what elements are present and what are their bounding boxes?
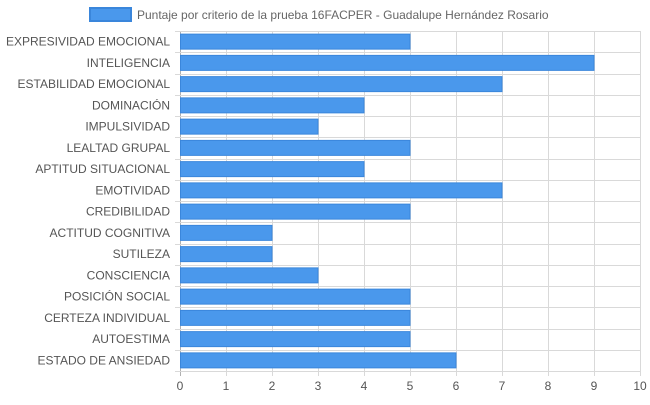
y-axis-labels: EXPRESIVIDAD EMOCIONAL INTELIGENCIA ESTABI…	[6, 35, 170, 368]
bar[interactable]	[180, 182, 503, 199]
bar[interactable]	[180, 54, 595, 71]
bar[interactable]	[180, 118, 319, 135]
category-label: ESTADO DE ANSIEDAD	[38, 353, 171, 367]
x-tick-label: 5	[407, 379, 414, 393]
bar[interactable]	[180, 309, 411, 326]
bar[interactable]	[180, 288, 411, 305]
bar[interactable]	[180, 161, 365, 178]
x-tick-label: 3	[315, 379, 322, 393]
x-tick-label: 1	[223, 379, 230, 393]
bar[interactable]	[180, 76, 503, 93]
category-label: APTITUD SITUACIONAL	[35, 162, 170, 176]
bar[interactable]	[180, 331, 411, 348]
x-tick-label: 7	[499, 379, 506, 393]
bar[interactable]	[180, 33, 411, 50]
bar[interactable]	[180, 139, 411, 156]
bar[interactable]	[180, 224, 273, 241]
category-label: AUTOESTIMA	[92, 332, 170, 346]
category-label: IMPULSIVIDAD	[85, 120, 170, 134]
bar[interactable]	[180, 246, 273, 263]
category-label: EMOTIVIDAD	[95, 183, 170, 197]
category-label: ESTABILIDAD EMOCIONAL	[18, 77, 171, 91]
bar[interactable]	[180, 203, 411, 220]
category-label: CREDIBILIDAD	[86, 205, 170, 219]
bar[interactable]	[180, 352, 457, 369]
legend-swatch	[89, 7, 132, 22]
bars	[180, 33, 595, 369]
category-label: INTELIGENCIA	[87, 56, 170, 70]
category-label: ACTITUD COGNITIVA	[50, 226, 170, 240]
bar[interactable]	[180, 267, 319, 284]
x-axis-labels: 0 1 2 3 4 5 6 7 8 9 10	[177, 379, 647, 393]
x-tick-label: 2	[269, 379, 276, 393]
x-tick-label: 0	[177, 379, 184, 393]
category-label: EXPRESIVIDAD EMOCIONAL	[6, 35, 170, 49]
legend-label: Puntaje por criterio de la prueba 16FACP…	[137, 8, 549, 22]
legend[interactable]: Puntaje por criterio de la prueba 16FACP…	[89, 7, 549, 22]
x-tick-label: 6	[453, 379, 460, 393]
category-label: LEALTAD GRUPAL	[67, 141, 171, 155]
bar[interactable]	[180, 97, 365, 114]
x-tick-label: 4	[361, 379, 368, 393]
x-tick-label: 10	[633, 379, 647, 393]
x-tick-label: 8	[545, 379, 552, 393]
category-label: POSICIÓN SOCIAL	[64, 289, 170, 304]
x-tick-label: 9	[591, 379, 598, 393]
category-label: CERTEZA INDIVIDUAL	[44, 311, 170, 325]
category-label: CONSCIENCIA	[87, 268, 170, 282]
category-label: DOMINACIÓN	[92, 97, 170, 112]
category-label: SUTILEZA	[113, 247, 170, 261]
